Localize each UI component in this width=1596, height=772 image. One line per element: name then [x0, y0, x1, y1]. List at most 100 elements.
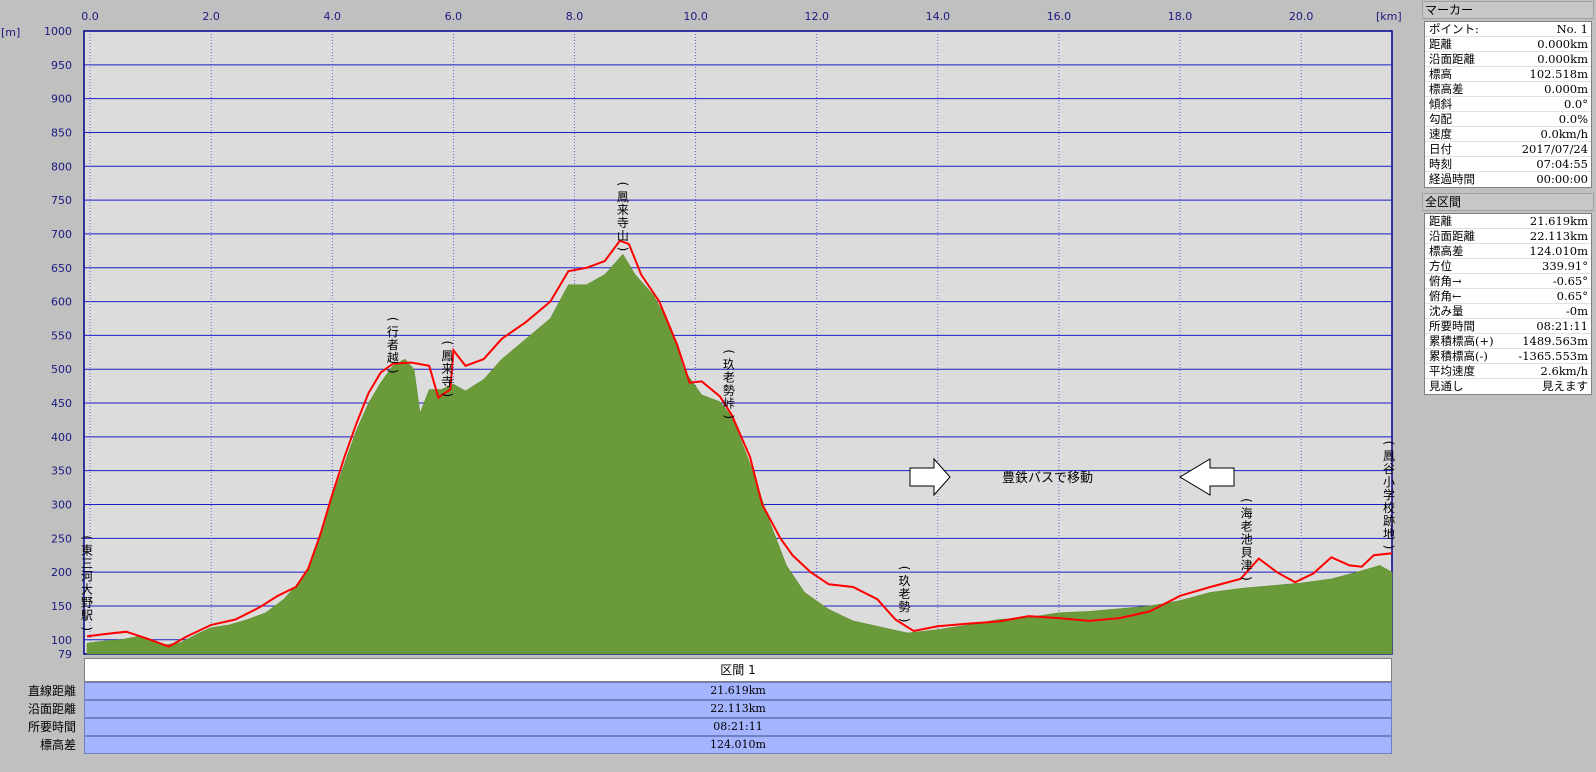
panel-row-key: 沿面距離 — [1429, 52, 1475, 66]
annotation-char: 老 — [1241, 520, 1253, 534]
y-tick-label: 1000 — [44, 25, 72, 38]
panel-row-key: 沈み量 — [1429, 304, 1464, 318]
annotation-char: 谷 — [1383, 462, 1395, 476]
annotation-char: ) — [80, 626, 94, 631]
annotation-char: ( — [440, 341, 454, 346]
panel-row-value: -0m — [1565, 304, 1588, 318]
panel-row: 傾斜 0.0° — [1425, 97, 1591, 112]
annotation-char: ( — [898, 566, 912, 571]
annotation-char: 寺 — [617, 216, 629, 230]
annotation-char: 津 — [1241, 559, 1253, 573]
y-unit-label: [m] — [1, 26, 20, 39]
segment-row-label: 直線距離 — [27, 684, 76, 698]
x-tick-label: 2.0 — [202, 10, 220, 23]
panel-row: 日付 2017/07/24 — [1425, 142, 1591, 157]
annotation-char: 河 — [81, 570, 93, 584]
panel-row-key: 標高 — [1429, 67, 1452, 81]
annotation-char: 行 — [387, 325, 399, 339]
panel-row-value: 2.6km/h — [1540, 364, 1588, 378]
panel-row: ポイント: No. 1 — [1425, 22, 1591, 37]
y-tick-label: 800 — [51, 160, 72, 173]
x-tick-label: 8.0 — [566, 10, 584, 23]
annotation-char: ) — [386, 369, 400, 374]
y-tick-label: 79 — [58, 648, 72, 660]
panel-row: 沿面距離 22.113km — [1425, 229, 1591, 244]
annotation-char: 来 — [617, 203, 629, 217]
annotation-char: 者 — [387, 338, 399, 352]
annotation-char: ) — [1240, 576, 1254, 581]
annotation-char: 越 — [387, 351, 399, 365]
panel-row-value: No. 1 — [1556, 22, 1588, 36]
panel-row-key: 沿面距離 — [1429, 229, 1475, 243]
annotation-char: 小 — [1383, 475, 1395, 489]
annotation-char: ( — [1240, 498, 1254, 503]
panel-row-value: 102.518m — [1529, 67, 1588, 81]
y-tick-label: 300 — [51, 499, 72, 512]
marker-panel: ポイント: No. 1 距離 0.000km 沿面距離 0.000km 標高 102.518m… — [1424, 21, 1592, 188]
panel-row: 見通し 見えます — [1425, 379, 1591, 394]
y-tick-label: 450 — [51, 397, 72, 410]
y-tick-label: 900 — [51, 93, 72, 106]
panel-row-key: 速度 — [1429, 127, 1452, 141]
annotation-char: 鳳 — [441, 349, 453, 363]
panel-row-value: 00:00:00 — [1536, 172, 1588, 186]
annotation-char: 三 — [81, 557, 93, 571]
panel-row-value: 0.65° — [1556, 289, 1588, 303]
annotation-char: 東 — [81, 544, 93, 558]
panel-row: 標高差 124.010m — [1425, 244, 1591, 259]
annotation-label: (玖老勢) — [898, 566, 912, 623]
annotation-char: ) — [1382, 545, 1396, 550]
panel-row-value: 0.0km/h — [1540, 127, 1588, 141]
panel-row: 平均速度 2.6km/h — [1425, 364, 1591, 379]
annotation-char: ) — [898, 618, 912, 623]
panel-row: 所要時間 08:21:11 — [1425, 319, 1591, 334]
panel-row: 経過時間 00:00:00 — [1425, 172, 1591, 187]
annotation-char: 地 — [1383, 527, 1395, 541]
annotation-char: 寺 — [441, 375, 453, 389]
annotation-char: ( — [386, 317, 400, 322]
panel-row: 累積標高(-) -1365.553m — [1425, 349, 1591, 364]
panel-row-key: ポイント: — [1429, 22, 1479, 36]
panel-row-value: 07:04:55 — [1536, 157, 1588, 171]
x-axis-ticks: 0.0 2.0 4.0 6.0 8.0 10.0 12.0 14.0 16.0 18.0 20.0 — [81, 10, 1313, 23]
panel-row-key: 勾配 — [1429, 112, 1452, 126]
panel-row-key: 傾斜 — [1429, 97, 1452, 111]
y-tick-label: 100 — [51, 634, 72, 647]
segment-row-value: 21.619km — [84, 682, 1392, 700]
annotation-char: 池 — [1241, 533, 1253, 547]
y-tick-label: 700 — [51, 228, 72, 241]
annotation-char: 鳳 — [1383, 449, 1395, 463]
y-tick-label: 500 — [51, 363, 72, 376]
x-tick-label: 4.0 — [324, 10, 342, 23]
panel-row-value: 339.91° — [1542, 259, 1588, 273]
annotation-char: 老 — [723, 371, 735, 385]
panel-row-key: 俯角→ — [1429, 274, 1462, 288]
segment-row: 直線距離 21.619km — [0, 682, 1392, 700]
left-arrow-icon — [1179, 458, 1235, 496]
segment-row-value: 08:21:11 — [84, 718, 1392, 736]
x-unit-label: [km] — [1376, 10, 1402, 23]
waypoint-annotations: (東三河大野駅)(行者越)(鳳来寺)(鳳来寺山)(玖老勢峠)(玖老勢)(海老池貝… — [80, 182, 1396, 631]
panel-row-value: 0.0% — [1558, 112, 1588, 126]
panel-row: 時刻 07:04:55 — [1425, 157, 1591, 172]
y-tick-label: 200 — [51, 566, 72, 579]
annotation-char: 貝 — [1241, 546, 1253, 560]
x-tick-label: 0.0 — [81, 10, 99, 23]
annotation-char: 大 — [81, 583, 93, 597]
segment-row-label: 所要時間 — [27, 720, 76, 734]
panel-row-key: 方位 — [1429, 259, 1452, 273]
panel-row: 距離 0.000km — [1425, 37, 1591, 52]
annotation-char: 来 — [441, 362, 453, 376]
y-tick-label: 350 — [51, 465, 72, 478]
x-tick-label: 20.0 — [1289, 10, 1314, 23]
panel-row-value: 0.000km — [1537, 52, 1588, 66]
panel-row-value: -0.65° — [1552, 274, 1588, 288]
annotation-char: 跡 — [1383, 513, 1395, 528]
y-tick-label: 950 — [51, 59, 72, 72]
annotation-char: ( — [1382, 441, 1396, 446]
annotation-char: ) — [616, 247, 630, 252]
panel-row: 標高差 0.000m — [1425, 82, 1591, 97]
annotation-char: 野 — [81, 596, 93, 610]
